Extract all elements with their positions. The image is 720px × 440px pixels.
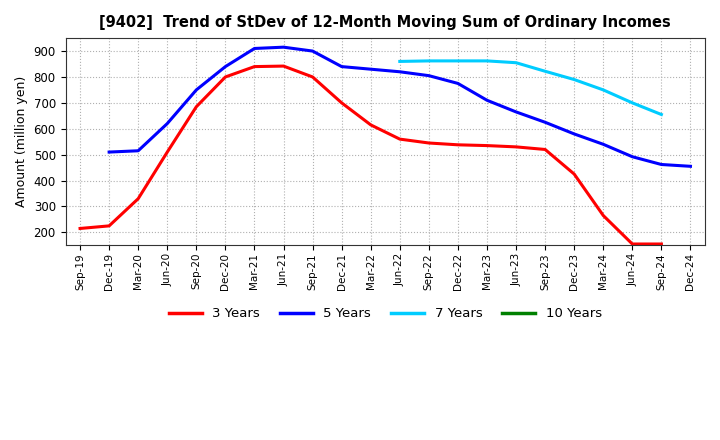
Title: [9402]  Trend of StDev of 12-Month Moving Sum of Ordinary Incomes: [9402] Trend of StDev of 12-Month Moving… [99, 15, 671, 30]
Legend: 3 Years, 5 Years, 7 Years, 10 Years: 3 Years, 5 Years, 7 Years, 10 Years [163, 302, 607, 326]
Y-axis label: Amount (million yen): Amount (million yen) [15, 76, 28, 207]
